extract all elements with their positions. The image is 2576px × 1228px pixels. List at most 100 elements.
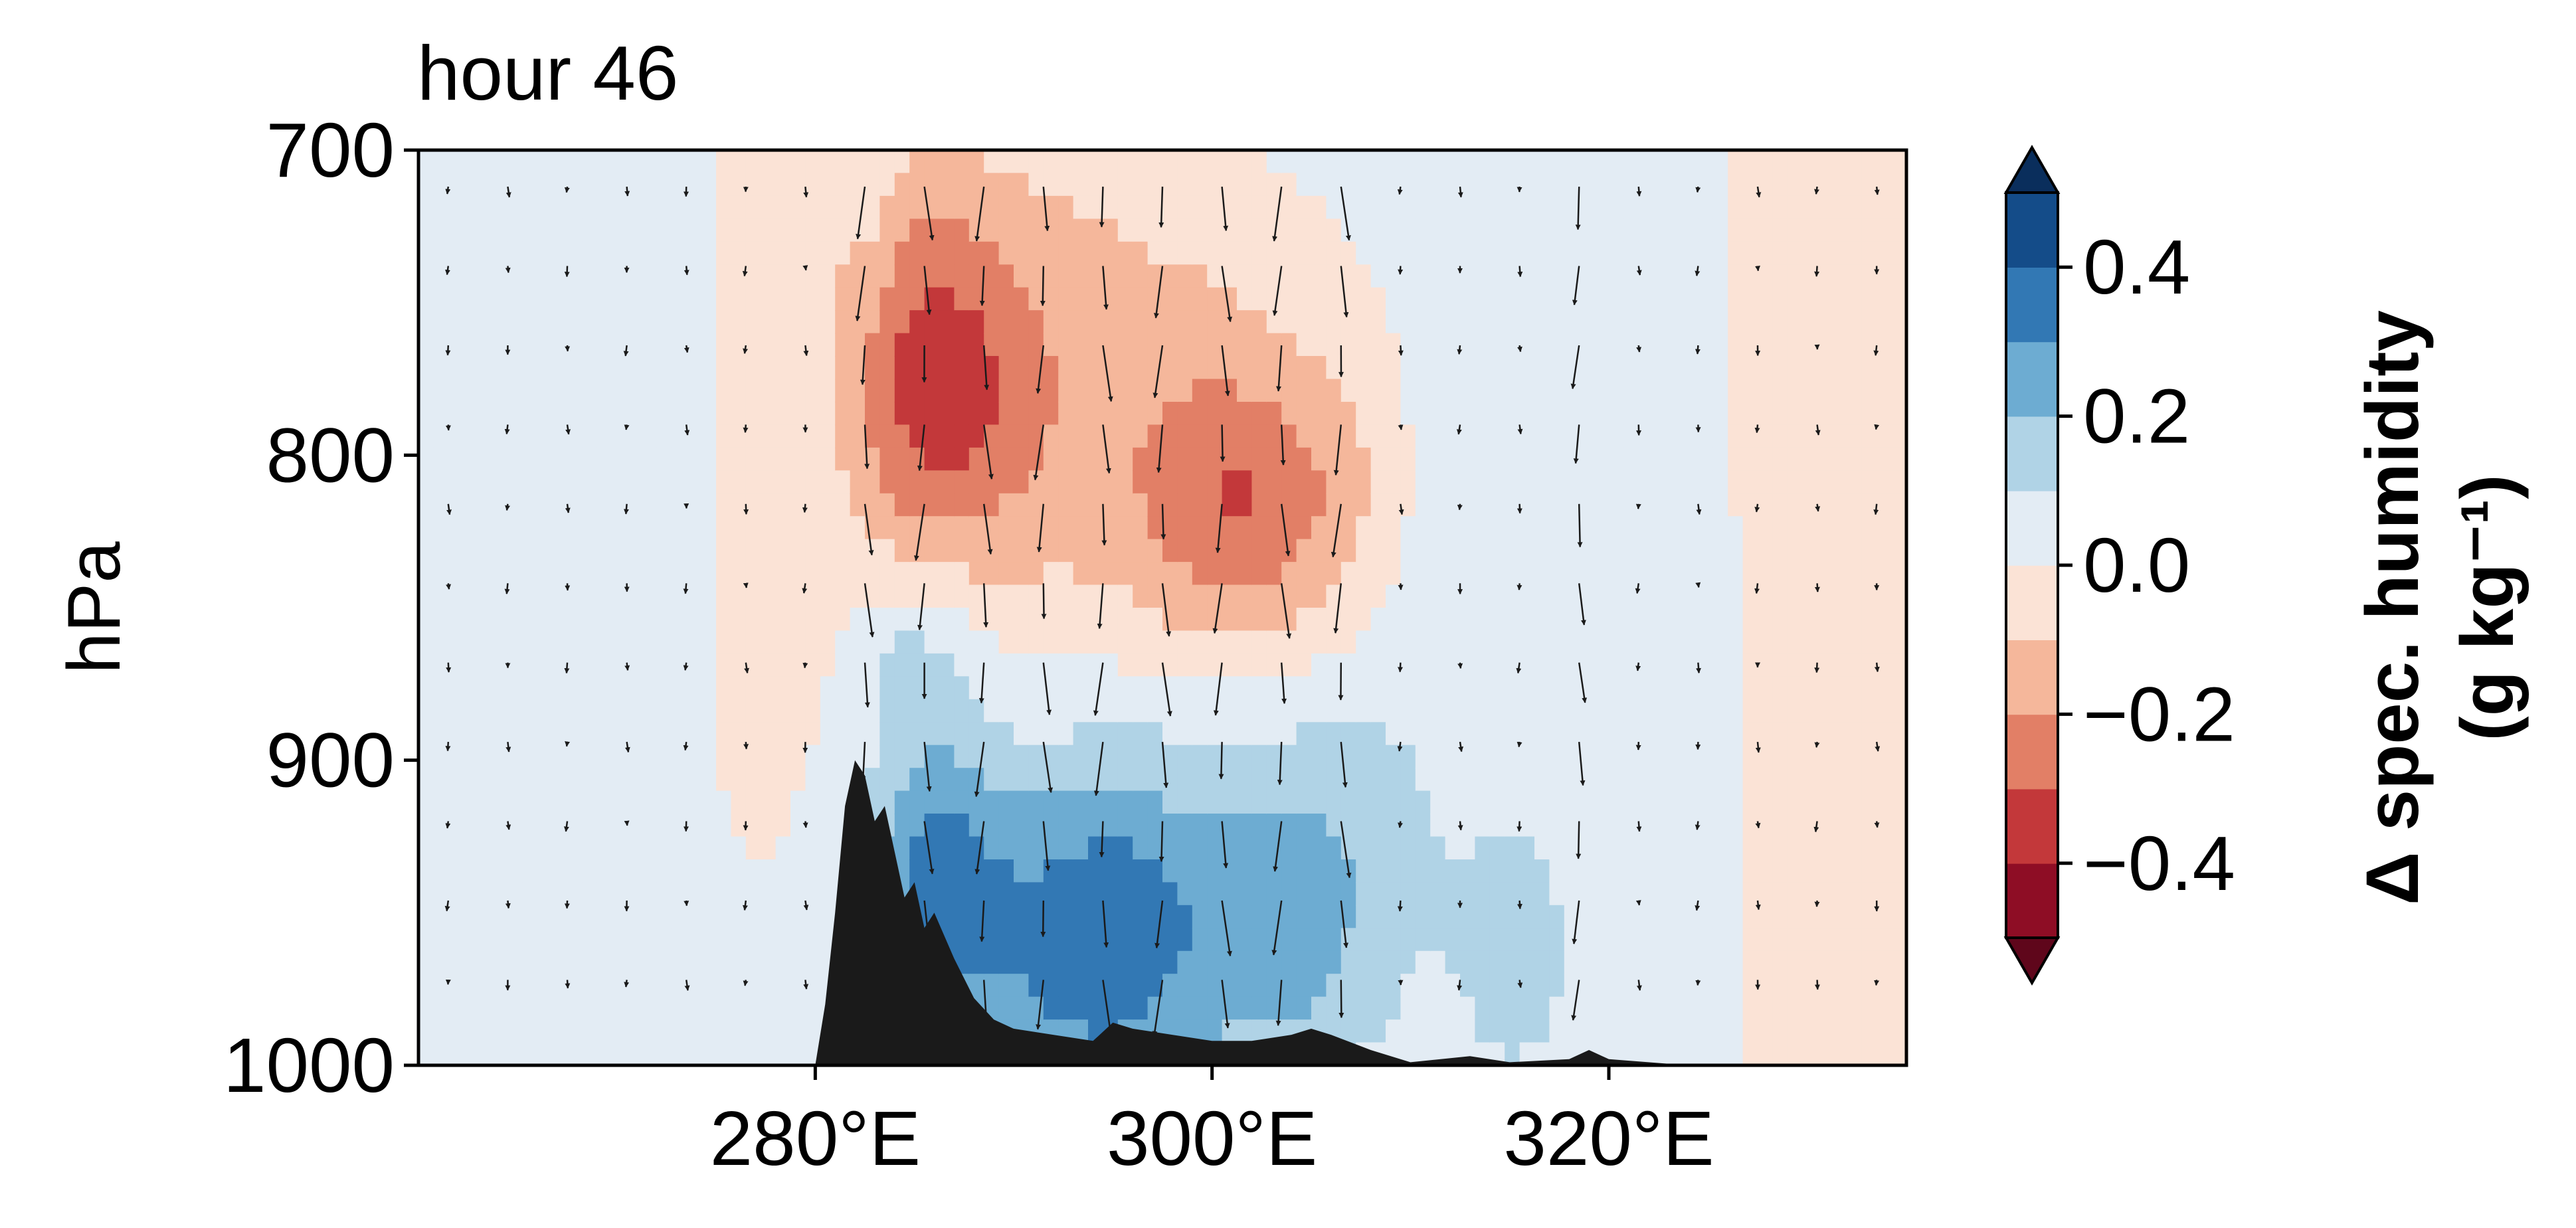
contour-cell (1698, 333, 1714, 357)
contour-cell (1728, 241, 1744, 266)
contour-cell (1505, 950, 1520, 975)
contour-cell (478, 493, 494, 517)
contour-cell (716, 722, 732, 746)
contour-cell (433, 653, 449, 677)
contour-cell (1594, 584, 1610, 608)
wind-arrow (1874, 424, 1880, 430)
contour-cell (1326, 630, 1342, 654)
contour-cell (1133, 264, 1149, 288)
contour-cell (642, 493, 658, 517)
contour-cell (1088, 790, 1104, 815)
contour-cell (1266, 950, 1283, 975)
contour-cell (850, 150, 866, 174)
contour-cell (582, 630, 598, 654)
contour-cell (1445, 493, 1461, 517)
contour-cell (1534, 790, 1550, 815)
contour-cell (1891, 264, 1906, 288)
contour-cell (1311, 356, 1327, 380)
contour-cell (1877, 447, 1892, 472)
contour-cell (805, 424, 821, 448)
contour-cell (1222, 928, 1238, 952)
contour-cell (1594, 310, 1610, 334)
contour-cell (1133, 836, 1149, 860)
contour-cell (879, 699, 895, 723)
wind-arrow (923, 821, 935, 875)
contour-cell (567, 150, 583, 174)
contour-cell (1430, 608, 1446, 632)
contour-cell (1445, 950, 1461, 975)
contour-cell (745, 950, 762, 975)
contour-cell (1787, 264, 1803, 288)
contour-cell (1712, 996, 1729, 1021)
contour-cell (1728, 814, 1744, 837)
contour-cell (507, 424, 523, 448)
contour-cell (894, 539, 911, 563)
contour-cell (1712, 287, 1729, 311)
wind-arrow (446, 503, 452, 515)
contour-cell (1742, 264, 1758, 288)
contour-cell (418, 150, 434, 174)
contour-cell (1847, 264, 1863, 288)
contour-cell (567, 447, 583, 472)
contour-cell (1117, 447, 1134, 472)
contour-cell (1014, 653, 1030, 677)
contour-cell (522, 241, 539, 266)
contour-cell (582, 653, 598, 677)
contour-cell (418, 630, 434, 654)
contour-cell (1564, 424, 1580, 448)
contour-cell (671, 333, 688, 357)
contour-cell (1505, 1042, 1520, 1065)
contour-cell (1296, 722, 1312, 746)
contour-cell (1787, 424, 1803, 448)
contour-cell (1400, 653, 1416, 677)
contour-cell (1877, 241, 1892, 266)
contour-cell (1400, 882, 1416, 906)
contour-cell (612, 768, 628, 792)
contour-cell (1460, 402, 1476, 426)
contour-cell (1728, 287, 1744, 311)
contour-cell (1162, 584, 1178, 608)
contour-cell (1326, 379, 1342, 402)
contour-cell (1192, 814, 1208, 837)
contour-cell (939, 608, 955, 632)
contour-cell (1772, 699, 1788, 723)
contour-cell (1311, 493, 1327, 517)
contour-cell (1877, 539, 1892, 563)
contour-cell (1370, 950, 1386, 975)
contour-cell (1787, 447, 1803, 472)
contour-cell (1028, 195, 1044, 220)
contour-cell (1281, 493, 1297, 517)
contour-cell (1683, 1042, 1699, 1065)
contour-cell (954, 241, 970, 266)
contour-cell (1400, 974, 1416, 998)
wind-arrow (1042, 186, 1050, 232)
contour-cell (805, 333, 821, 357)
contour-cell (1445, 928, 1461, 952)
contour-cell (1891, 333, 1906, 357)
contour-cell (1386, 1019, 1402, 1043)
contour-cell (1802, 150, 1818, 174)
contour-cell (1802, 1019, 1818, 1043)
contour-cell (1609, 859, 1625, 883)
contour-cell (1861, 584, 1878, 608)
contour-cell (1638, 974, 1655, 998)
contour-cell (1281, 905, 1297, 929)
contour-cell (1222, 699, 1238, 723)
contour-cell (1698, 1019, 1714, 1043)
contour-cell (1594, 402, 1610, 426)
contour-cell (1147, 424, 1163, 448)
contour-cell (1579, 722, 1595, 746)
contour-cell (1609, 836, 1625, 860)
contour-cell (1356, 630, 1372, 654)
contour-cell (1251, 699, 1267, 723)
contour-cell (1623, 424, 1639, 448)
contour-cell (939, 195, 955, 220)
contour-cell (1891, 608, 1906, 632)
wind-arrow (1695, 266, 1701, 276)
wind-arrow (1093, 662, 1104, 716)
contour-cell (761, 493, 777, 517)
contour-cell (612, 699, 628, 723)
contour-cell (642, 1019, 658, 1043)
contour-cell (731, 562, 747, 586)
contour-cell (1534, 699, 1550, 723)
